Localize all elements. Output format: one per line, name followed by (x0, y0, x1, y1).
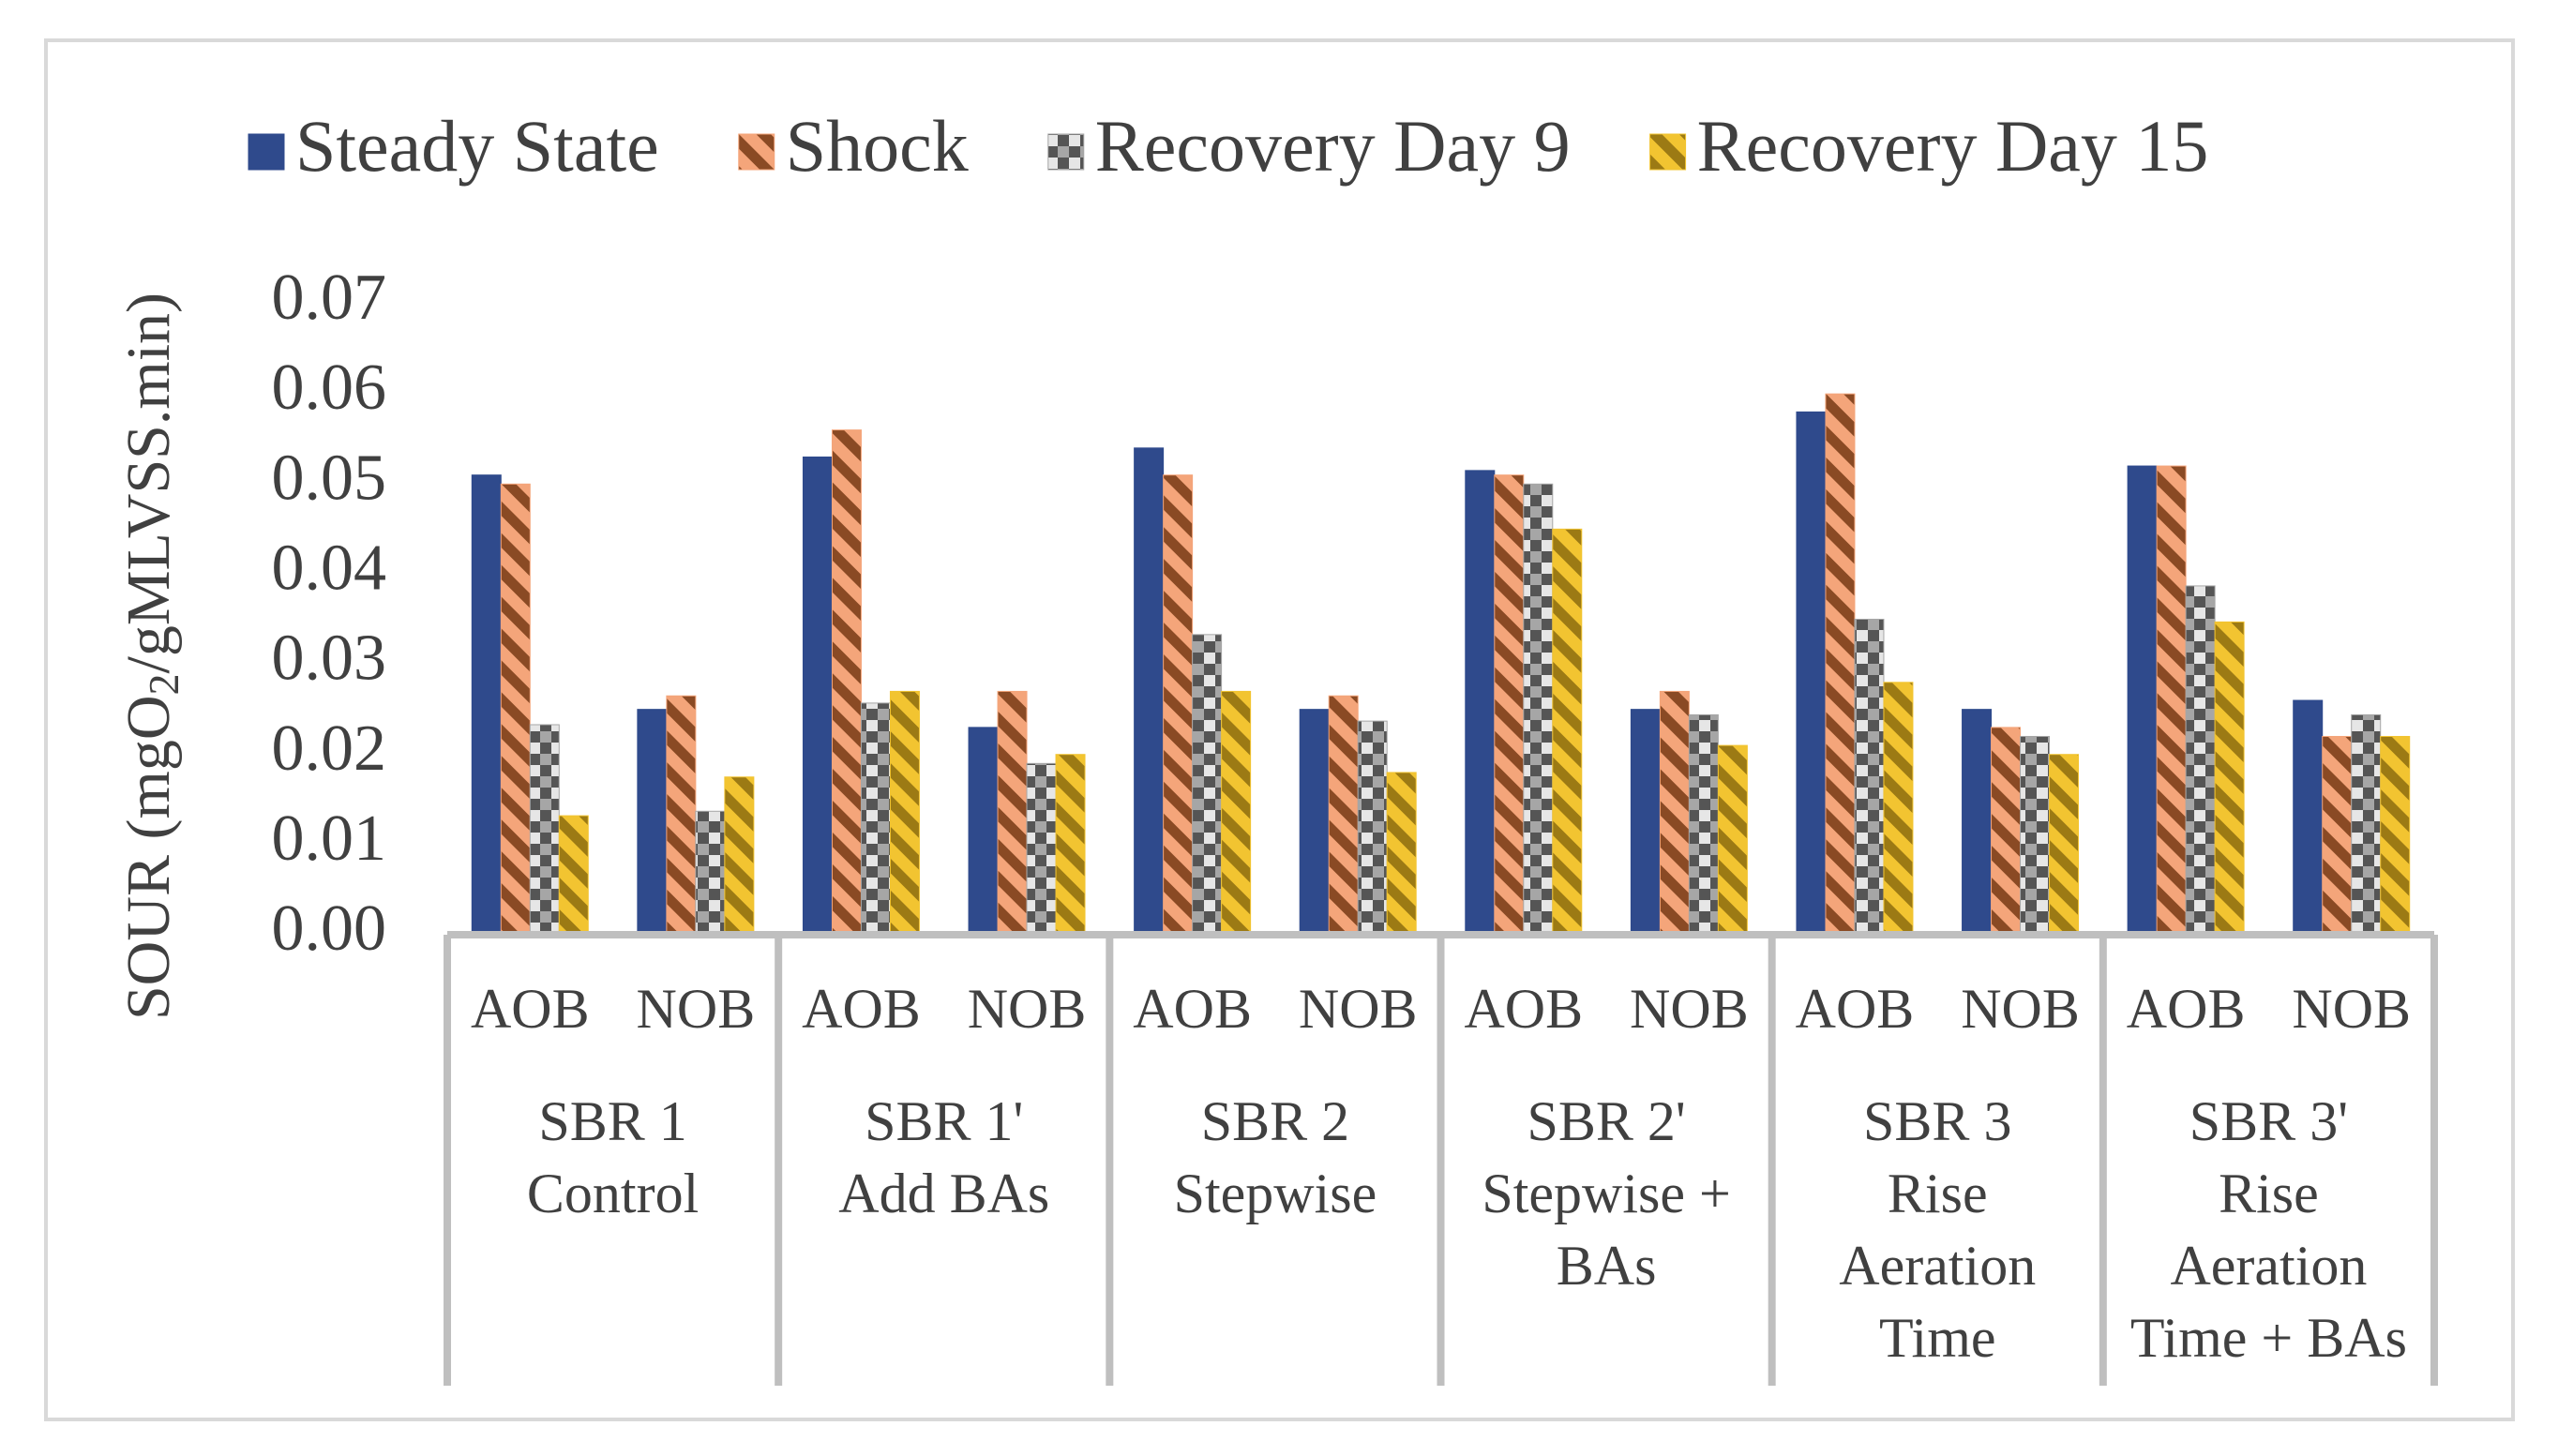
y-tick-label: 0.07 (272, 262, 387, 334)
bar (2322, 735, 2353, 936)
bar (1465, 470, 1496, 936)
y-tick-label: 0.01 (272, 803, 387, 875)
bar (1192, 634, 1223, 936)
x-tick-label: NOB (1630, 978, 1749, 1040)
bar (558, 815, 589, 936)
group-label: Control (527, 1163, 699, 1224)
x-tick-label: AOB (1796, 978, 1915, 1040)
bar (1796, 411, 1827, 936)
bar (1630, 709, 1661, 936)
bar (2351, 713, 2382, 936)
y-tick-label: 0.03 (272, 623, 387, 695)
group-label: SBR 1' (865, 1090, 1023, 1152)
group-label: Aeration (2170, 1235, 2367, 1297)
y-tick-label: 0.04 (272, 532, 387, 604)
legend-label: Steady State (295, 105, 659, 187)
y-tick-label: 0.05 (272, 442, 387, 514)
bar (802, 456, 833, 936)
x-tick-label: NOB (968, 978, 1087, 1040)
legend-label: Recovery Day 9 (1095, 105, 1571, 187)
bar (1299, 709, 1330, 936)
group-label: SBR 3' (2189, 1090, 2348, 1152)
bar (1494, 474, 1525, 936)
legend-swatch (248, 133, 285, 171)
bar (1688, 713, 1719, 936)
bar (500, 483, 531, 936)
group-label: SBR 2' (1527, 1090, 1685, 1152)
bar (2049, 754, 2080, 936)
group-label: Time + BAs (2130, 1307, 2407, 1369)
bar (1134, 447, 1165, 936)
x-tick-label: AOB (2127, 978, 2246, 1040)
bar (471, 474, 502, 936)
bar (1055, 754, 1086, 936)
bar (1962, 709, 1993, 936)
bar (666, 695, 697, 936)
bar (2127, 465, 2158, 936)
bar (724, 776, 755, 936)
bar (695, 810, 726, 936)
bar (1523, 483, 1554, 936)
legend-swatch (1649, 133, 1687, 171)
x-tick-label: NOB (1299, 978, 1418, 1040)
bar (1221, 690, 1252, 936)
bar (529, 724, 560, 936)
bar (637, 709, 668, 936)
bar (1163, 474, 1194, 936)
bar (1357, 720, 1388, 936)
bar (997, 690, 1028, 936)
group-label: Aeration (1839, 1235, 2036, 1297)
bar (2020, 735, 2051, 936)
bar (1825, 393, 1856, 936)
group-label: Stepwise (1174, 1163, 1377, 1224)
y-axis-label: SOUR (mgO2/gMLVSS.min) (114, 293, 187, 1020)
x-tick-label: NOB (637, 978, 756, 1040)
bar (2214, 621, 2245, 936)
legend-label: Shock (786, 105, 969, 187)
legend-swatch (1047, 133, 1085, 171)
group-label: Rise (2219, 1163, 2319, 1224)
group-label: SBR 3 (1863, 1090, 2011, 1152)
bar (1883, 682, 1914, 936)
y-label-part: /gMLVSS.min) (114, 293, 183, 674)
y-tick-label: 0.06 (272, 352, 387, 424)
y-label-part: SOUR (mgO (114, 695, 183, 1020)
x-tick-label: AOB (1464, 978, 1583, 1040)
x-tick-label: NOB (2292, 978, 2411, 1040)
x-tick-label: NOB (1961, 978, 2080, 1040)
bar (831, 429, 862, 936)
bar (2380, 735, 2411, 936)
x-tick-label: AOB (802, 978, 921, 1040)
group-label: BAs (1557, 1235, 1657, 1297)
x-tick-label: AOB (1133, 978, 1252, 1040)
group-label: Rise (1888, 1163, 1988, 1224)
group-label: SBR 1 (538, 1090, 686, 1152)
bar (860, 702, 891, 936)
group-label: Add BAs (838, 1163, 1049, 1224)
bar (889, 690, 920, 936)
bar (2156, 465, 2187, 936)
group-label: SBR 2 (1201, 1090, 1349, 1152)
bar (2293, 699, 2324, 936)
y-tick-label: 0.02 (272, 713, 387, 785)
bar (1659, 690, 1690, 936)
x-tick-label: AOB (471, 978, 590, 1040)
y-label-subscript: 2 (140, 673, 188, 695)
legend-swatch (738, 133, 775, 171)
bar (1717, 744, 1748, 936)
bar (968, 727, 999, 936)
bar (1991, 727, 2022, 936)
y-tick-label: 0.00 (272, 893, 387, 965)
group-label: Time (1879, 1307, 1996, 1369)
bar (2185, 585, 2216, 936)
bar (1386, 772, 1417, 936)
bar (1552, 528, 1583, 936)
bar (1854, 619, 1885, 936)
legend-label: Recovery Day 15 (1697, 105, 2209, 187)
bar (1026, 762, 1057, 936)
group-label: Stepwise + (1482, 1163, 1731, 1224)
bar (1328, 695, 1359, 936)
